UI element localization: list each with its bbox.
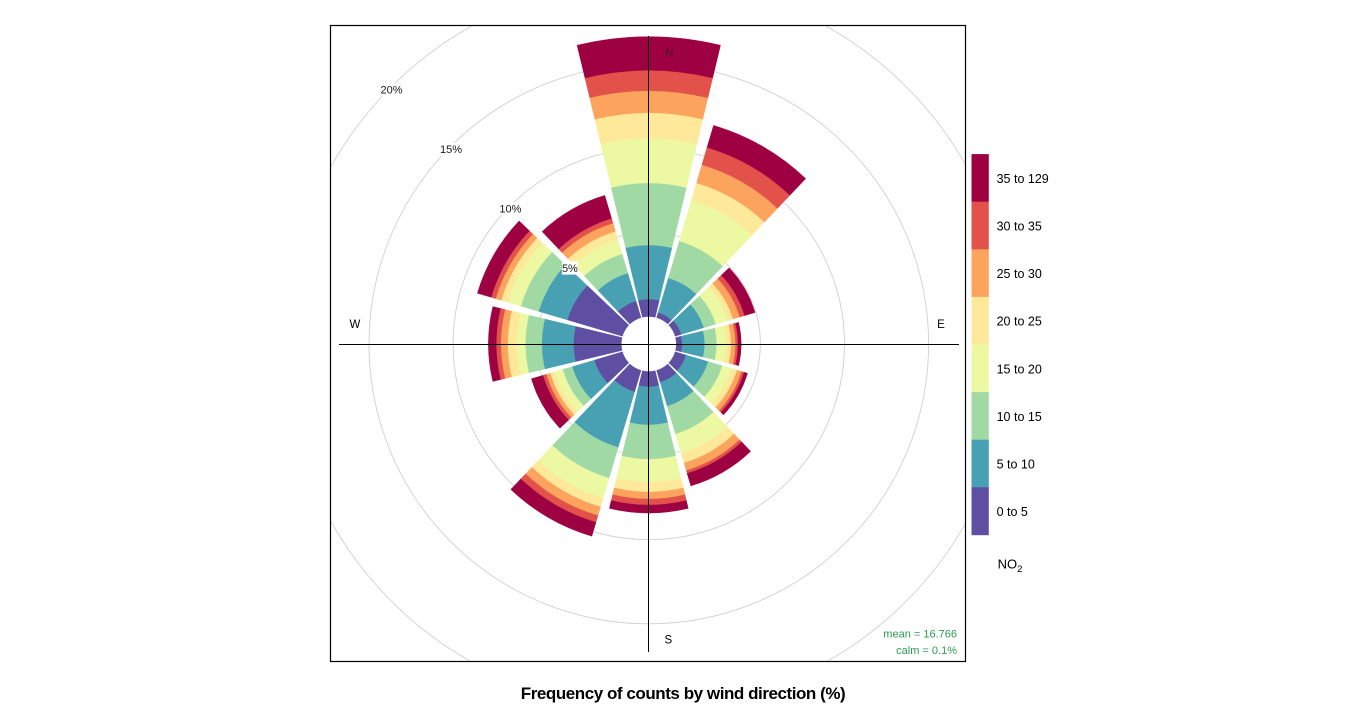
svg-text:35 to 129: 35 to 129 xyxy=(997,172,1049,186)
svg-text:5%: 5% xyxy=(562,263,578,275)
svg-text:5 to 10: 5 to 10 xyxy=(997,458,1035,472)
svg-text:N: N xyxy=(665,48,673,60)
svg-text:calm = 0.1%: calm = 0.1% xyxy=(896,645,957,657)
svg-text:10 to 15: 10 to 15 xyxy=(997,410,1042,424)
svg-text:30 to 35: 30 to 35 xyxy=(997,220,1042,234)
svg-text:25 to 30: 25 to 30 xyxy=(997,267,1042,281)
svg-text:20 to 25: 20 to 25 xyxy=(997,315,1042,329)
svg-text:0 to 5: 0 to 5 xyxy=(997,505,1028,519)
svg-text:mean = 16.766: mean = 16.766 xyxy=(883,628,957,640)
svg-text:W: W xyxy=(349,319,360,331)
svg-text:S: S xyxy=(664,635,672,647)
svg-text:15%: 15% xyxy=(440,144,462,156)
svg-text:10%: 10% xyxy=(499,204,521,216)
svg-text:Frequency of counts by wind di: Frequency of counts by wind direction (%… xyxy=(521,684,845,703)
svg-text:E: E xyxy=(937,319,945,331)
svg-text:20%: 20% xyxy=(380,85,402,97)
svg-text:15 to 20: 15 to 20 xyxy=(997,362,1042,376)
svg-text:NO2: NO2 xyxy=(998,557,1023,576)
